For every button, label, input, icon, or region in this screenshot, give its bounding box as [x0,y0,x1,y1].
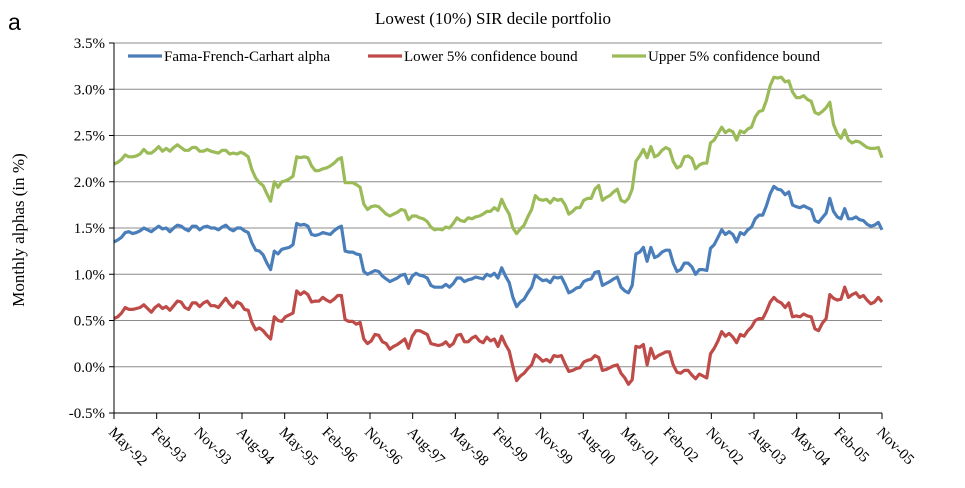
legend-entry: Lower 5% confidence bound [404,49,578,65]
y-axis-label: Monthly alphas (in %) [9,153,28,306]
y-tick-label: -0.5% [69,406,105,422]
x-tick-label: Feb-05 [831,425,872,466]
x-tick-label: May-04 [788,425,833,470]
x-tick-label: May-95 [276,425,321,470]
y-axis-ticks: -0.5% 0.0% 0.5% 1.0% 1.5% 2.0% 2.5% 3.0% 3.5% [69,36,114,422]
y-tick-label: 3.5% [74,36,105,52]
x-tick-label: Feb-02 [660,425,701,466]
y-tick-label: 3.0% [74,82,105,98]
x-tick-label: Aug-94 [233,425,277,469]
y-tick-label: 2.5% [74,129,105,145]
x-tick-label: Aug-03 [745,425,789,469]
x-tick-label: Nov-02 [703,425,747,469]
x-tick-label: May-92 [105,425,150,470]
x-tick-label: Nov-99 [532,425,576,469]
chart-title: Lowest (10%) SIR decile portfolio [375,9,611,28]
x-tick-label: Feb-99 [489,425,530,466]
y-tick-label: 1.5% [74,221,105,237]
x-tick-label: Feb-93 [148,425,189,466]
x-tick-label: May-01 [617,425,662,470]
y-tick-label: 0.0% [74,360,105,376]
x-tick-label: Aug-97 [404,425,448,469]
legend: Fama-French-Carhart alpha Lower 5% confid… [128,49,821,65]
series-line [113,75,884,236]
y-tick-label: 1.0% [74,267,105,283]
x-tick-label: Nov-96 [361,425,405,469]
panel-label: a [8,9,21,35]
series-line [113,285,884,386]
series-line [113,184,884,309]
legend-entry: Upper 5% confidence bound [648,49,821,65]
y-tick-label: 0.5% [74,314,105,330]
series-lines [113,75,884,386]
legend-entry: Fama-French-Carhart alpha [164,49,331,65]
x-tick-label: May-98 [447,425,492,470]
x-tick-label: Nov-05 [873,425,917,469]
x-tick-label: Nov-93 [191,425,235,469]
x-tick-label: Feb-96 [319,425,361,467]
y-tick-label: 2.0% [74,175,105,191]
x-tick-label: Aug-00 [575,425,619,469]
